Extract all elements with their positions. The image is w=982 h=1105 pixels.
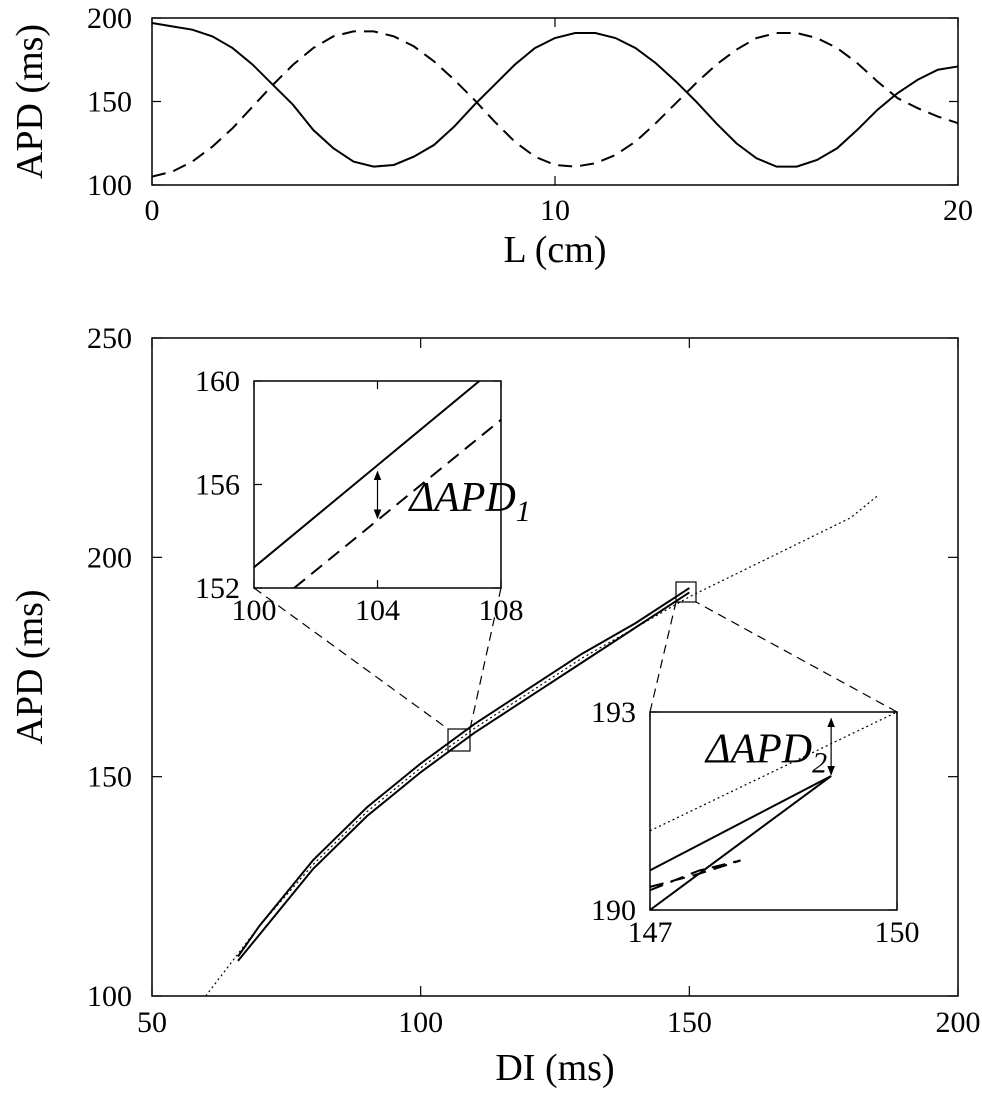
x-tick-label: 10 — [540, 194, 570, 227]
annotation-subscript: 2 — [812, 747, 827, 780]
y-axis-label: APD (ms) — [9, 589, 51, 744]
y-tick-label: 100 — [87, 980, 132, 1013]
zoom-connector — [253, 587, 449, 730]
chart: 0 10 20 100 150 200 L (cm) APD (ms) — [9, 2, 973, 271]
zoom-connector — [649, 601, 677, 713]
series-line — [253, 380, 481, 569]
x-tick-label: 150 — [875, 916, 920, 949]
x-tick-label: 108 — [479, 594, 524, 627]
chart: 147 150 190 193 ΔAPD2 — [591, 696, 920, 949]
y-axis-label: APD (ms) — [9, 24, 51, 179]
y-tick-label: 160 — [195, 365, 240, 398]
y-tick-label: 200 — [87, 2, 132, 35]
annotation-text: ΔAPD — [408, 475, 516, 521]
x-tick-label: 50 — [137, 1006, 167, 1039]
y-tick-label: 100 — [87, 169, 132, 202]
y-tick-label: 152 — [195, 572, 240, 605]
x-tick-label: 147 — [628, 916, 673, 949]
x-tick-label: 100 — [398, 1006, 443, 1039]
x-axis-label: DI (ms) — [495, 1047, 614, 1089]
zoom-markers — [253, 581, 898, 752]
annotation-text: ΔAPD — [704, 727, 812, 773]
series-line — [649, 775, 832, 911]
x-tick-label: 104 — [355, 594, 400, 627]
series-line — [237, 591, 690, 962]
annotation: ΔAPD1 — [408, 475, 531, 528]
series-line — [649, 775, 832, 872]
zoom-box — [447, 728, 471, 752]
y-tick-label: 190 — [591, 894, 636, 927]
y-tick-label: 193 — [591, 696, 636, 729]
y-tick-label: 150 — [87, 86, 132, 119]
y-tick-label: 200 — [87, 541, 132, 574]
zoom-box — [675, 581, 697, 603]
zoom-connector — [469, 587, 502, 730]
y-tick-label: 250 — [87, 322, 132, 355]
x-tick-label: 0 — [145, 194, 160, 227]
x-axis-label: L (cm) — [503, 229, 606, 271]
plot-frame — [151, 17, 959, 186]
zoom-connector — [695, 601, 898, 713]
series-line — [151, 22, 959, 168]
series-line — [649, 859, 741, 892]
annotation: ΔAPD2 — [704, 727, 827, 780]
series-line — [649, 711, 898, 832]
annotation-subscript: 1 — [516, 495, 531, 528]
y-tick-label: 156 — [195, 469, 240, 502]
x-tick-label: 150 — [667, 1006, 712, 1039]
x-tick-label: 200 — [936, 1006, 981, 1039]
y-tick-label: 150 — [87, 761, 132, 794]
series-line — [293, 419, 502, 589]
series-line — [151, 30, 959, 178]
x-tick-label: 20 — [943, 194, 973, 227]
